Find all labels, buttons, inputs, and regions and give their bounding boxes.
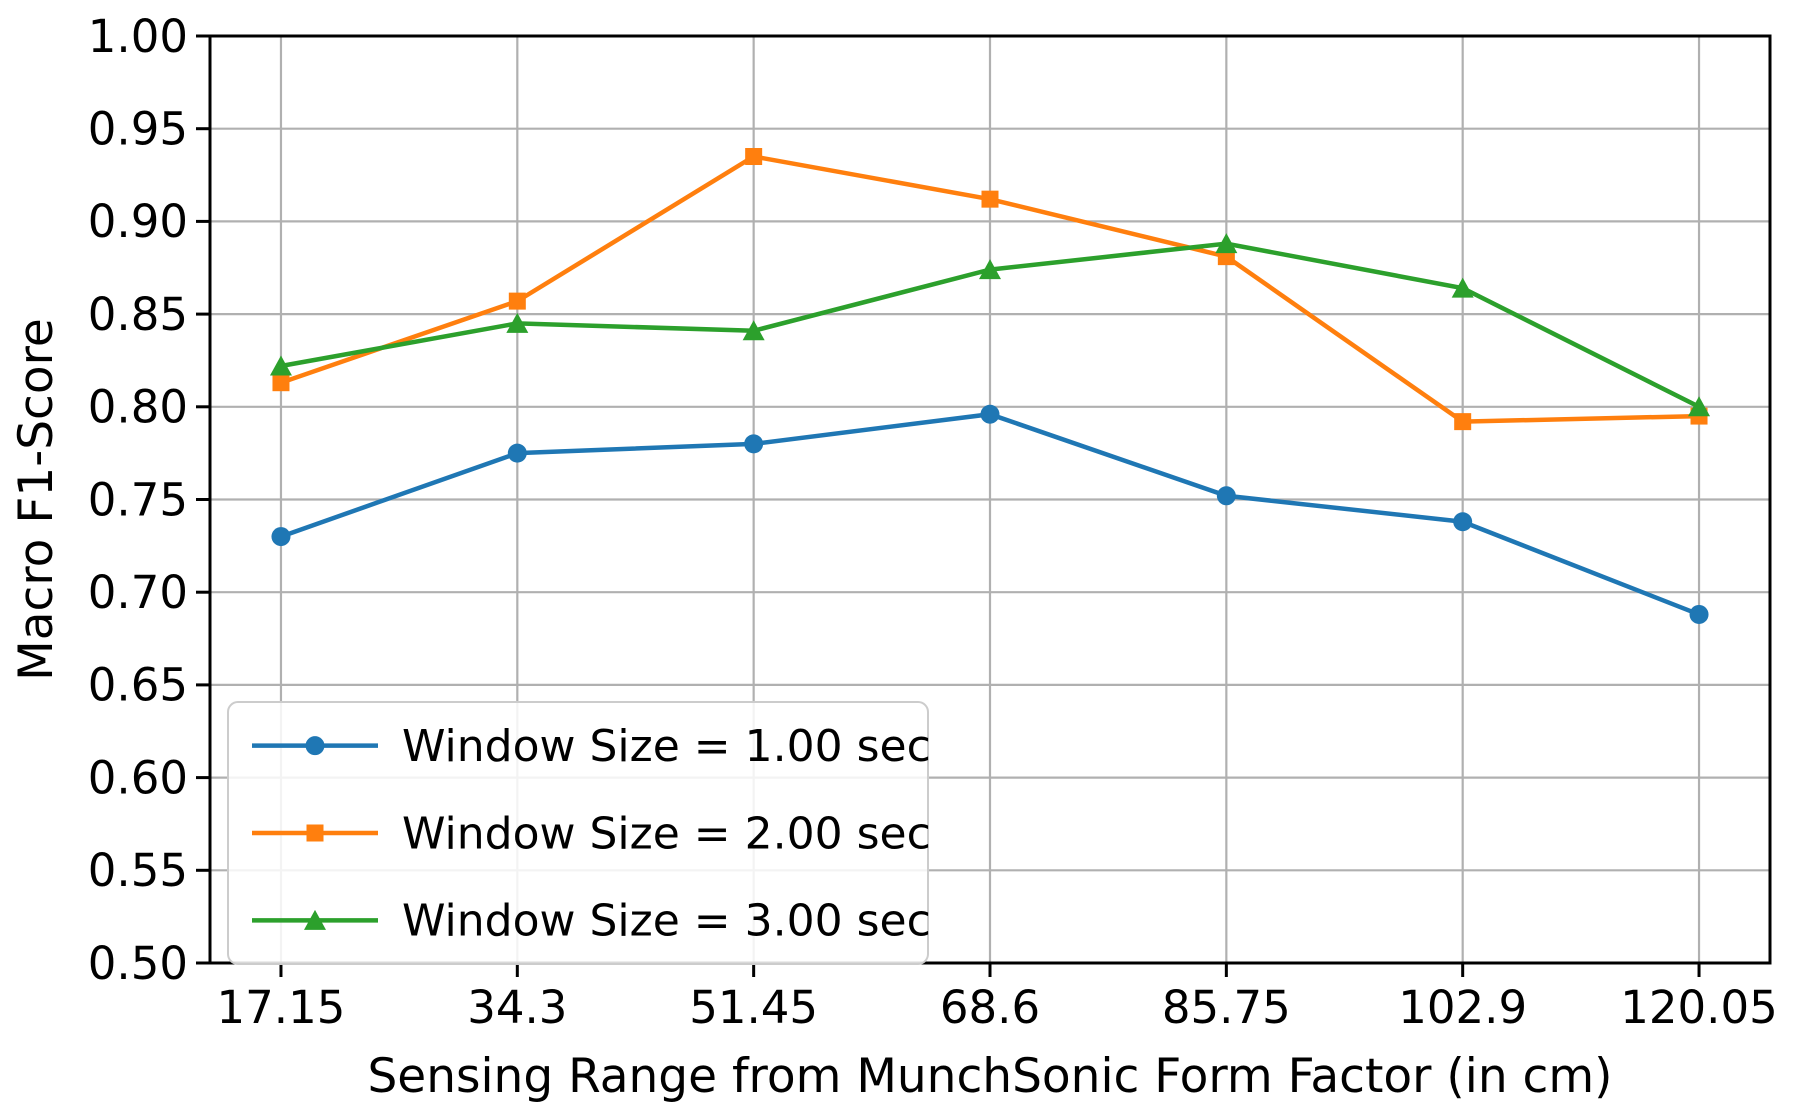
y-tick-label: 0.60	[88, 751, 188, 804]
x-tick-label: 34.3	[467, 981, 567, 1034]
x-axis: 17.15 34.3 51.45 68.6 85.75 102.9 120.05	[217, 963, 1778, 1034]
x-tick-label: 120.05	[1620, 981, 1777, 1034]
data-point-circle	[1216, 486, 1236, 506]
data-point-square	[508, 292, 526, 310]
data-point-square	[272, 374, 290, 392]
legend-entry-2: Window Size = 2.00 sec	[252, 808, 931, 859]
y-tick-label: 0.80	[88, 381, 188, 434]
x-tick-label: 17.15	[217, 981, 346, 1034]
x-axis-label: Sensing Range from MunchSonic Form Facto…	[367, 1049, 1612, 1104]
y-tick-label: 1.00	[88, 10, 188, 63]
data-point-circle	[980, 404, 1000, 424]
data-point-square	[306, 824, 324, 842]
y-tick-label: 0.65	[88, 659, 188, 712]
x-tick-label: 102.9	[1398, 981, 1527, 1034]
data-point-triangle	[742, 320, 765, 341]
legend-entry-1: Window Size = 1.00 sec	[252, 721, 931, 772]
x-tick-label: 68.6	[940, 981, 1040, 1034]
x-tick-label: 85.75	[1162, 981, 1291, 1034]
legend-entry-label: Window Size = 2.00 sec	[402, 808, 931, 859]
y-tick-label: 0.95	[88, 102, 188, 155]
y-tick-label: 0.50	[88, 937, 188, 990]
data-point-triangle	[1688, 396, 1711, 417]
y-tick-label: 0.70	[88, 566, 188, 619]
series-1	[271, 404, 1709, 624]
y-axis: 0.50 0.55 0.60 0.65 0.70 0.75 0.80 0.85 0.90 0.95…	[88, 10, 210, 990]
legend: Window Size = 1.00 sec Window Size = 2.00…	[227, 701, 931, 965]
data-point-circle	[1689, 604, 1709, 624]
legend-box	[227, 701, 929, 965]
data-point-triangle	[1451, 277, 1474, 298]
x-tick-label: 51.45	[689, 981, 818, 1034]
data-point-triangle	[1215, 233, 1238, 254]
y-tick-label: 0.75	[88, 473, 188, 526]
data-point-circle	[744, 434, 764, 454]
data-point-triangle	[304, 909, 326, 930]
data-point-square	[1454, 413, 1472, 431]
data-point-triangle	[506, 312, 529, 333]
data-point-square	[981, 190, 999, 208]
data-point-circle	[271, 527, 291, 547]
data-point-circle	[1453, 512, 1473, 532]
data-point-triangle	[979, 259, 1001, 280]
y-tick-label: 0.90	[88, 195, 188, 248]
y-tick-label: 0.85	[88, 288, 188, 341]
series-3	[269, 233, 1711, 417]
data-point-square	[745, 148, 763, 166]
legend-entry-label: Window Size = 1.00 sec	[402, 721, 931, 772]
data-point-triangle	[269, 355, 292, 376]
legend-entry-label: Window Size = 3.00 sec	[402, 896, 931, 947]
legend-entry-3: Window Size = 3.00 sec	[252, 896, 931, 947]
y-tick-label: 0.55	[88, 844, 188, 897]
y-axis-label: Macro F1-Score	[9, 318, 64, 681]
data-point-circle	[305, 736, 325, 756]
data-point-circle	[507, 443, 527, 463]
